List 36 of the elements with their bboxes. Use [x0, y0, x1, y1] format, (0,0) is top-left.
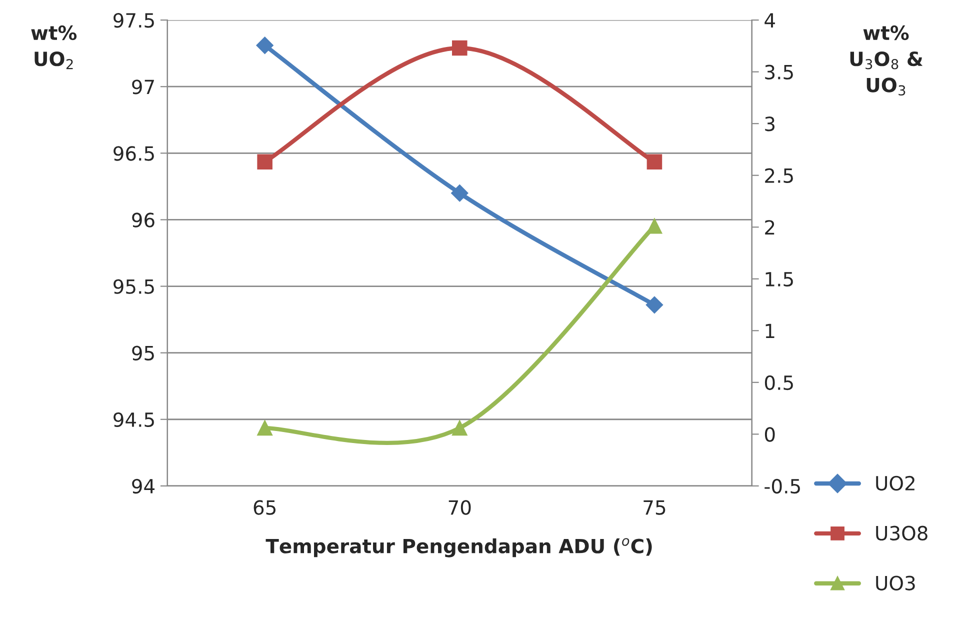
x-tick-label: 65 — [254, 500, 276, 515]
y2-tick-label: 3 — [765, 116, 774, 132]
y-tick-label: 96 — [132, 212, 154, 228]
y-axis-title: wt% UO$_{2}$ — [31, 25, 77, 70]
point — [646, 154, 662, 170]
y-tick-label: 95 — [132, 346, 154, 360]
y2-tick-label: 1 — [766, 324, 774, 338]
legend-label: UO3 — [876, 576, 915, 590]
point — [257, 420, 272, 436]
y-tick-label: 97 — [132, 80, 154, 94]
y2-tick-label: 0 — [764, 427, 775, 442]
x-axis-title: Temperatur Pengendapan ADU ($^{o}$C) — [266, 538, 652, 558]
y-tick-label: 94.5 — [114, 412, 154, 428]
legend-label: UO2 — [876, 476, 914, 491]
y-tick-label: 97.5 — [114, 13, 154, 28]
y2-tick-label: -0.5 — [764, 478, 800, 494]
y2-tick-label: 0.5 — [764, 375, 793, 390]
y2-tick-label: 3.5 — [765, 64, 793, 80]
y-tick-label: 95.5 — [114, 279, 154, 294]
y-tick-label: 94 — [132, 478, 155, 494]
point — [646, 218, 662, 234]
x-tick-label: 70 — [448, 500, 471, 515]
y2-tick-label: 2 — [765, 220, 774, 234]
point — [646, 296, 664, 314]
point — [452, 40, 468, 56]
y-tick-label: 96.5 — [114, 146, 154, 161]
point — [256, 36, 274, 54]
point — [452, 420, 468, 436]
point — [451, 184, 468, 202]
point — [257, 154, 272, 170]
y2-axis-title: wt% U$_{3}$O$_{8}$ & UO$_{3}$ — [850, 25, 923, 96]
legend-label: U3O8 — [876, 526, 928, 541]
x-tick-label: 75 — [644, 500, 666, 515]
y2-tick-label: 2.5 — [765, 168, 793, 184]
y2-tick-label: 1.5 — [766, 272, 793, 287]
y2-tick-label: 4 — [764, 13, 775, 28]
